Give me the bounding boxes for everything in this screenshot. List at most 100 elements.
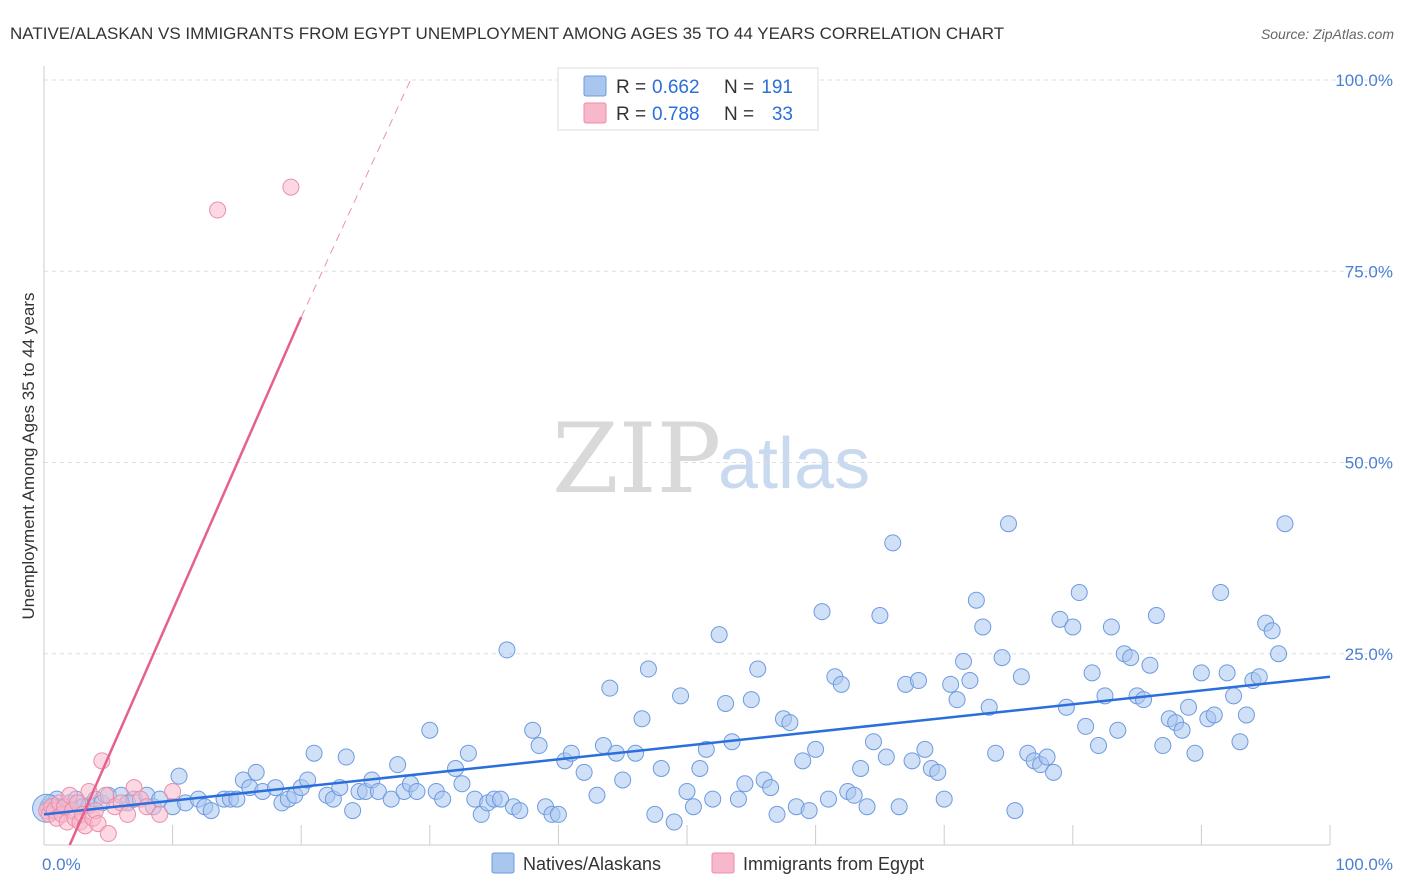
- trend-line-natives-alaskans: [43, 675, 1331, 816]
- series-natives-alaskans: [32, 515, 1294, 831]
- point-natives-alaskans: [974, 618, 992, 636]
- point-natives-alaskans: [903, 752, 921, 770]
- point-natives-alaskans: [1122, 649, 1140, 667]
- legend-r-label-natives: R =: [616, 77, 646, 98]
- trend-lines: [43, 79, 1331, 846]
- bottom-legend-swatch-natives: [491, 852, 515, 874]
- point-natives-alaskans: [530, 737, 548, 755]
- series-immigrants-from-egypt: [38, 178, 300, 843]
- y-tick-label: 75.0%: [1345, 262, 1393, 281]
- point-natives-alaskans: [299, 771, 317, 789]
- point-natives-alaskans: [1090, 737, 1108, 755]
- point-natives-alaskans: [170, 767, 188, 785]
- bottom-legend: Natives/Alaskans Immigrants from Egypt: [491, 852, 924, 874]
- legend: R = 0.662 N = 191 R = 0.788 N = 33: [557, 67, 819, 131]
- point-natives-alaskans: [691, 760, 709, 777]
- y-tick-label: 100.0%: [1335, 71, 1393, 90]
- bottom-legend-label-natives: Natives/Alaskans: [523, 854, 661, 874]
- point-natives-alaskans: [710, 626, 728, 644]
- point-natives-alaskans: [781, 714, 799, 732]
- point-natives-alaskans: [1231, 733, 1249, 751]
- point-natives-alaskans: [1192, 664, 1210, 682]
- point-natives-alaskans: [852, 760, 870, 777]
- point-natives-alaskans: [1147, 607, 1165, 624]
- point-natives-alaskans: [890, 798, 908, 816]
- chart-title: NATIVE/ALASKAN VS IMMIGRANTS FROM EGYPT …: [10, 24, 1004, 43]
- point-natives-alaskans: [684, 798, 702, 816]
- point-natives-alaskans: [678, 782, 696, 800]
- point-natives-alaskans: [871, 607, 889, 624]
- point-natives-alaskans: [864, 733, 882, 751]
- point-natives-alaskans: [704, 790, 722, 808]
- legend-swatch-egypt: [583, 102, 607, 124]
- point-natives-alaskans: [511, 802, 529, 820]
- point-natives-alaskans: [1051, 610, 1069, 628]
- point-natives-alaskans: [916, 740, 934, 758]
- point-natives-alaskans: [1064, 618, 1082, 636]
- point-immigrants-from-egypt: [282, 178, 300, 196]
- point-natives-alaskans: [665, 813, 683, 831]
- gridlines: [44, 79, 1394, 655]
- point-natives-alaskans: [884, 534, 902, 552]
- point-natives-alaskans: [1012, 668, 1030, 686]
- point-natives-alaskans: [1135, 691, 1153, 709]
- point-natives-alaskans: [858, 798, 876, 816]
- point-natives-alaskans: [549, 805, 567, 823]
- point-natives-alaskans: [729, 790, 747, 808]
- point-natives-alaskans: [1205, 706, 1223, 724]
- point-natives-alaskans: [601, 679, 619, 697]
- point-natives-alaskans: [1038, 748, 1056, 766]
- point-natives-alaskans: [819, 790, 837, 808]
- point-natives-alaskans: [909, 672, 927, 690]
- point-natives-alaskans: [1263, 622, 1281, 640]
- point-natives-alaskans: [762, 779, 780, 797]
- watermark-zip: ZIP: [552, 403, 721, 515]
- point-natives-alaskans: [1225, 687, 1243, 705]
- legend-r-label-egypt: R =: [616, 104, 646, 125]
- trend-line-immigrants-from-egypt: [68, 316, 303, 846]
- point-natives-alaskans: [832, 675, 850, 693]
- point-natives-alaskans: [961, 672, 979, 690]
- point-natives-alaskans: [646, 805, 664, 823]
- point-natives-alaskans: [1212, 584, 1230, 602]
- bottom-legend-swatch-egypt: [711, 852, 735, 874]
- point-natives-alaskans: [993, 649, 1011, 667]
- point-natives-alaskans: [697, 740, 715, 758]
- bottom-legend-label-egypt: Immigrants from Egypt: [743, 854, 924, 874]
- legend-n-label-egypt: N =: [724, 104, 754, 125]
- y-tick-label: 25.0%: [1345, 645, 1393, 664]
- point-immigrants-from-egypt: [119, 805, 137, 823]
- point-immigrants-from-egypt: [89, 815, 107, 833]
- point-natives-alaskans: [434, 790, 452, 808]
- point-natives-alaskans: [768, 805, 786, 823]
- point-natives-alaskans: [1083, 664, 1101, 682]
- point-natives-alaskans: [627, 744, 645, 762]
- point-natives-alaskans: [459, 744, 477, 762]
- point-natives-alaskans: [794, 752, 812, 770]
- y-axis-title: Unemployment Among Ages 35 to 44 years: [19, 293, 38, 620]
- point-natives-alaskans: [453, 775, 471, 793]
- point-natives-alaskans: [1070, 584, 1088, 602]
- chart-source: Source: ZipAtlas.com: [1261, 26, 1394, 42]
- point-natives-alaskans: [1173, 721, 1191, 739]
- x-tick-label: 0.0%: [42, 855, 81, 874]
- point-natives-alaskans: [1077, 717, 1095, 735]
- point-natives-alaskans: [652, 760, 670, 777]
- point-natives-alaskans: [1109, 721, 1127, 739]
- point-natives-alaskans: [749, 660, 767, 678]
- point-natives-alaskans: [369, 782, 387, 800]
- axes: [43, 66, 1331, 846]
- point-natives-alaskans: [967, 591, 985, 609]
- point-natives-alaskans: [935, 790, 953, 808]
- point-natives-alaskans: [800, 802, 818, 820]
- point-natives-alaskans: [408, 782, 426, 800]
- point-natives-alaskans: [305, 744, 323, 762]
- point-natives-alaskans: [1045, 763, 1063, 781]
- point-natives-alaskans: [588, 786, 606, 804]
- watermark-atlas: atlas: [718, 424, 870, 504]
- point-natives-alaskans: [337, 748, 355, 766]
- y-tick-labels: 25.0% 50.0% 75.0% 100.0%: [1335, 71, 1393, 664]
- point-natives-alaskans: [736, 775, 754, 793]
- point-natives-alaskans: [266, 779, 284, 797]
